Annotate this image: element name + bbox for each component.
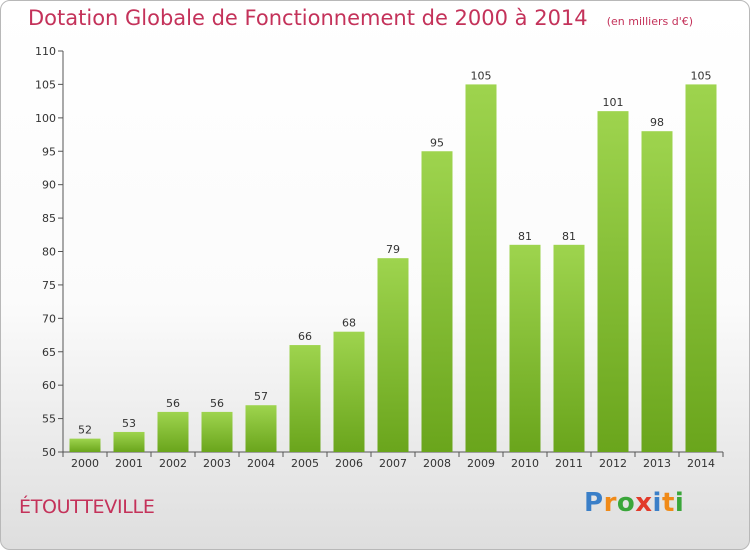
- bar: [113, 431, 145, 452]
- x-tick-label: 2004: [247, 457, 275, 470]
- value-label: 53: [122, 417, 136, 430]
- bar: [377, 258, 409, 452]
- axes: 50 55 60 65 70 75 80 85 90 95 100 105 110 2000 2001 200…: [35, 45, 724, 470]
- bar: [553, 244, 585, 452]
- x-tick-label: 2006: [335, 457, 363, 470]
- y-tick-label: 80: [42, 246, 56, 259]
- logo-letter: P: [584, 488, 604, 518]
- value-label: 66: [298, 330, 312, 343]
- bars: [69, 84, 717, 453]
- y-tick-label: 100: [35, 112, 56, 125]
- value-label: 57: [254, 390, 268, 403]
- x-tick-label: 2007: [379, 457, 407, 470]
- value-label: 81: [562, 230, 576, 243]
- value-label: 79: [386, 243, 400, 256]
- value-label: 105: [691, 69, 712, 82]
- logo-letter: r: [603, 488, 617, 518]
- value-label: 101: [603, 96, 624, 109]
- x-tick-label: 2003: [203, 457, 231, 470]
- x-tick-label: 2000: [71, 457, 99, 470]
- value-labels: 52 53 56 56 57 66 68 79 95 105 81 81 101 98 105: [78, 69, 712, 436]
- y-tick-label: 50: [42, 446, 56, 459]
- bar: [685, 84, 717, 453]
- bar: [201, 411, 233, 452]
- value-label: 68: [342, 317, 356, 330]
- bar: [289, 345, 321, 452]
- bar: [333, 331, 365, 452]
- y-tick-label: 75: [42, 279, 56, 292]
- y-tick-label: 70: [42, 312, 56, 325]
- value-label: 95: [430, 136, 444, 149]
- logo-letter: x: [635, 488, 653, 518]
- bar: [465, 84, 497, 453]
- proxiti-logo: Proxiti: [584, 488, 684, 518]
- x-tick-label: 2011: [555, 457, 583, 470]
- logo-letter: o: [616, 488, 636, 518]
- chart-title: Dotation Globale de Fonctionnement de 20…: [28, 6, 588, 30]
- x-tick-label: 2008: [423, 457, 451, 470]
- value-label: 81: [518, 230, 532, 243]
- logo-letter: t: [661, 488, 675, 518]
- chart-subtitle: (en milliers d'€): [606, 15, 694, 28]
- bar: [157, 411, 189, 452]
- value-label: 105: [471, 69, 492, 82]
- y-tick-label: 110: [35, 45, 56, 58]
- logo-letter: i: [652, 488, 662, 518]
- commune-name: ÉTOUTTEVILLE: [19, 496, 155, 518]
- value-label: 98: [650, 116, 664, 129]
- y-tick-label: 60: [42, 379, 56, 392]
- y-tick-label: 105: [35, 78, 56, 91]
- bar: [69, 438, 101, 452]
- x-tick-label: 2001: [115, 457, 143, 470]
- y-tick-label: 95: [42, 145, 56, 158]
- y-tick-label: 85: [42, 212, 56, 225]
- title-row: Dotation Globale de Fonctionnement de 20…: [28, 6, 693, 30]
- bar: [421, 151, 453, 452]
- x-tick-label: 2009: [467, 457, 495, 470]
- y-tick-label: 90: [42, 179, 56, 192]
- x-tick-label: 2012: [599, 457, 627, 470]
- logo-letter: i: [674, 488, 685, 518]
- value-label: 56: [210, 397, 224, 410]
- bar: [597, 111, 629, 453]
- x-tick-label: 2014: [687, 457, 715, 470]
- x-tick-label: 2013: [643, 457, 671, 470]
- x-tick-label: 2002: [159, 457, 187, 470]
- value-label: 56: [166, 397, 180, 410]
- x-tick-label: 2010: [511, 457, 539, 470]
- value-label: 52: [78, 424, 92, 437]
- bar: [509, 244, 541, 452]
- bar: [245, 405, 277, 452]
- y-tick-label: 55: [42, 413, 56, 426]
- bar: [641, 131, 673, 452]
- x-tick-label: 2005: [291, 457, 319, 470]
- y-tick-label: 65: [42, 346, 56, 359]
